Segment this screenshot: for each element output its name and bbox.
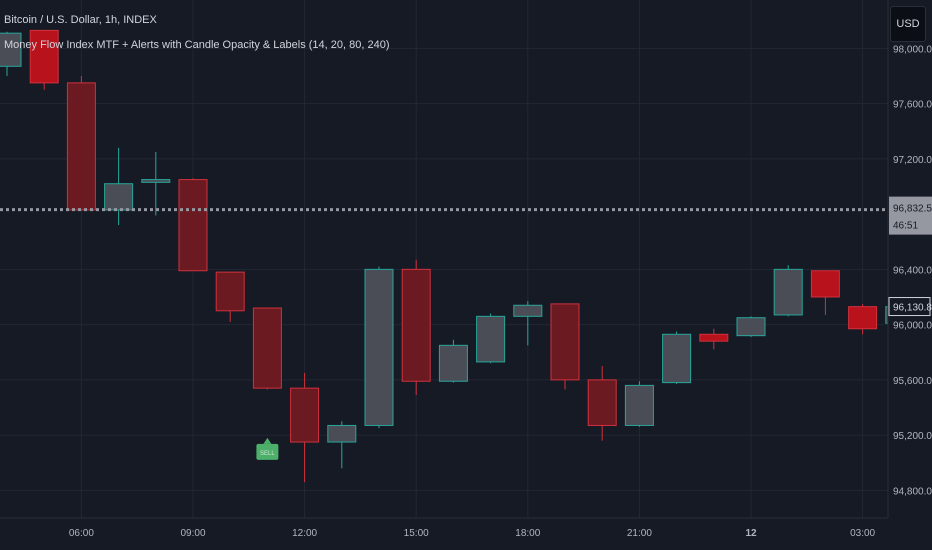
candle-body[interactable] [401, 268, 431, 382]
price-tick-label: 97,200.00 [893, 155, 932, 166]
candle-body[interactable] [29, 29, 59, 84]
signal-badge [256, 443, 279, 460]
candle[interactable] [66, 75, 96, 211]
candle[interactable] [0, 31, 22, 76]
candle-body[interactable] [104, 183, 134, 211]
price-axis[interactable]: 98,000.00 97,600.00 97,200.00 96,400.00 96,0… [887, 0, 932, 550]
candle-body[interactable] [513, 304, 543, 317]
candles[interactable]: SELL [0, 29, 915, 483]
candle[interactable] [215, 271, 245, 322]
currency-button[interactable]: USD [890, 6, 926, 42]
candle[interactable] [178, 178, 208, 272]
candle[interactable] [662, 331, 692, 385]
candle-body[interactable] [848, 306, 878, 330]
candle[interactable] [327, 421, 357, 469]
price-axis-background [888, 0, 932, 550]
time-tick-label: 15:00 [404, 528, 429, 539]
candle[interactable] [699, 328, 729, 350]
candle-body[interactable] [327, 424, 357, 443]
time-tick-label: 09:00 [180, 528, 205, 539]
candle-body[interactable] [773, 268, 803, 316]
candle-body[interactable] [810, 270, 840, 298]
candle[interactable] [773, 265, 803, 317]
candle-body[interactable] [0, 32, 22, 67]
candle-body[interactable] [736, 317, 766, 337]
candle[interactable] [104, 147, 134, 226]
time-tick-label: 18:00 [515, 528, 540, 539]
price-tick-label: 97,600.00 [893, 100, 932, 111]
signal-text: SELL [260, 451, 275, 457]
candle[interactable] [141, 151, 171, 216]
candle[interactable] [476, 313, 506, 364]
candle[interactable] [810, 270, 840, 315]
price-tick-label: 95,200.00 [893, 431, 932, 442]
symbol-title[interactable]: Bitcoin / U.S. Dollar, 1h, INDEX [4, 14, 157, 26]
current-price-label: 96,832.57 [893, 204, 932, 215]
time-tick-label: 06:00 [69, 528, 94, 539]
candle-body[interactable] [476, 315, 506, 363]
candle[interactable] [624, 381, 654, 427]
last-price-tag[interactable] [888, 297, 931, 317]
candle-body[interactable] [364, 268, 394, 426]
current-price-tag[interactable] [889, 196, 932, 235]
candle[interactable] [252, 307, 282, 390]
candle[interactable] [587, 366, 617, 441]
candle-body[interactable] [550, 303, 580, 381]
last-price-label: 96,130.84 [893, 303, 932, 314]
candle-body[interactable] [141, 179, 171, 183]
candle[interactable] [401, 259, 431, 396]
candle[interactable] [848, 303, 878, 335]
signal-label[interactable]: SELL [256, 437, 279, 460]
signal-arrow-icon [263, 437, 272, 444]
candle-body[interactable] [178, 179, 208, 272]
countdown-label: 46:51 [893, 221, 918, 232]
candle[interactable] [290, 372, 320, 483]
time-axis[interactable]: 06:00 09:00 12:00 15:00 18:00 21:00 12 03:00 [0, 517, 888, 539]
candle-body[interactable] [66, 82, 96, 211]
price-tick-label: 96,400.00 [893, 265, 932, 276]
candle-body[interactable] [587, 379, 617, 426]
candle-body[interactable] [252, 307, 282, 389]
candle[interactable] [550, 303, 580, 390]
candle[interactable] [364, 266, 394, 429]
candle-body[interactable] [438, 344, 468, 382]
indicator-title[interactable]: Money Flow Index MTF + Alerts with Candl… [4, 39, 390, 51]
candle-body[interactable] [624, 384, 654, 426]
time-tick-label: 12 [745, 528, 757, 539]
candle-body[interactable] [662, 333, 692, 384]
time-tick-label: 21:00 [627, 528, 652, 539]
price-tick-label: 94,800.00 [893, 486, 932, 497]
candle[interactable] [29, 29, 59, 90]
candle[interactable] [513, 301, 543, 346]
price-tick-label: 95,600.00 [893, 376, 932, 387]
candle[interactable] [736, 316, 766, 338]
candle[interactable] [438, 339, 468, 383]
price-tick-label: 96,000.00 [893, 321, 932, 332]
price-tick-label: 98,000.00 [893, 44, 932, 55]
time-tick-label: 12:00 [292, 528, 317, 539]
candle-body[interactable] [699, 333, 729, 342]
candle-body[interactable] [215, 271, 245, 312]
candle-body[interactable] [290, 387, 320, 443]
time-tick-label: 03:00 [850, 528, 875, 539]
